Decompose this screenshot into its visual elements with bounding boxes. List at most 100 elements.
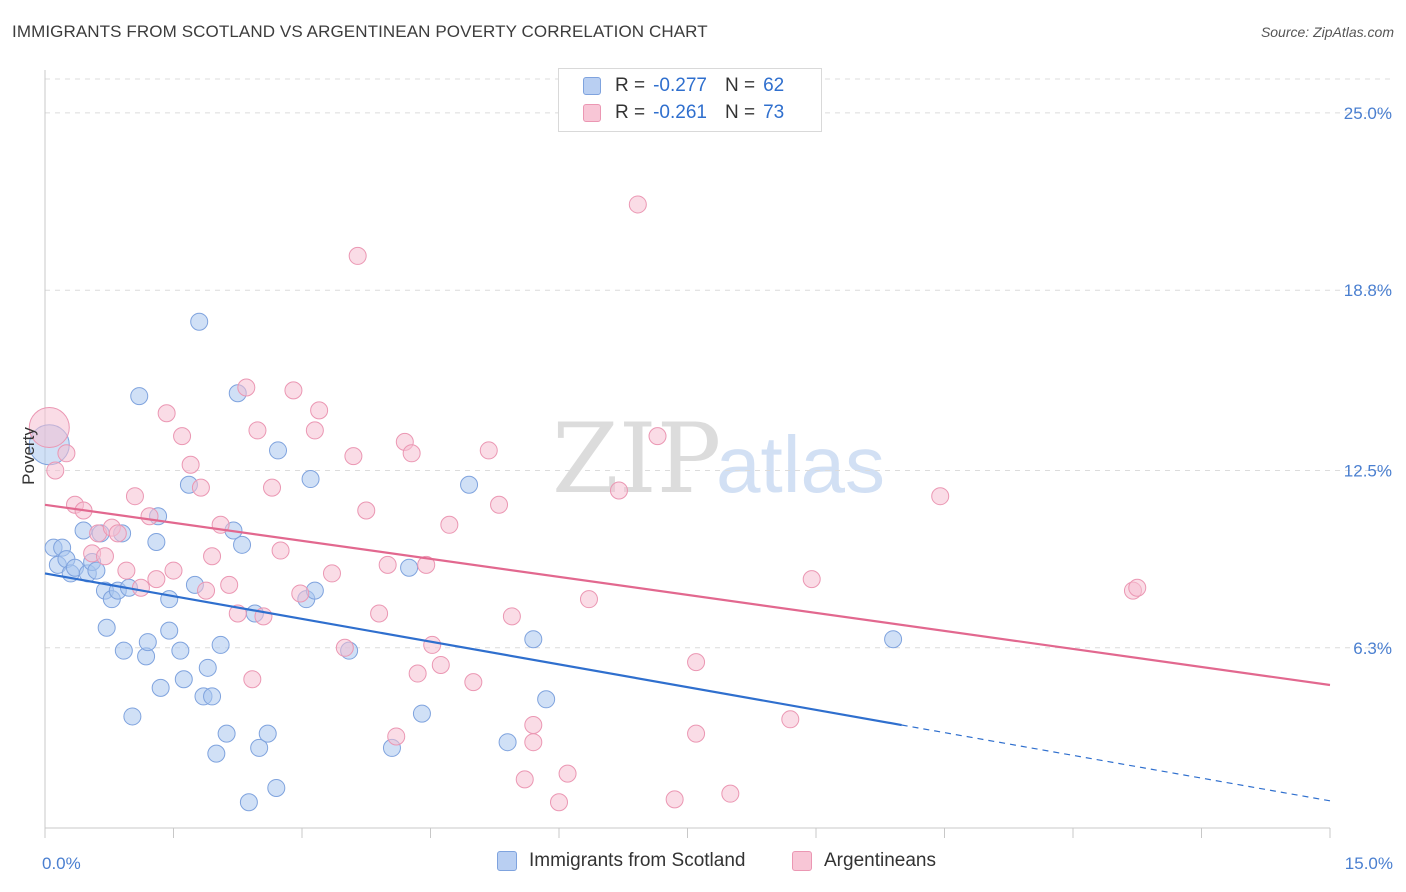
scotland-point [190, 312, 209, 331]
n-label: N = [724, 102, 756, 123]
scotland-point [211, 635, 230, 654]
scotland-point [130, 387, 149, 406]
r-label: R = [615, 102, 646, 123]
argentinean-point [550, 793, 568, 812]
argentinean-point [579, 590, 598, 609]
argentinean-point [147, 570, 166, 589]
scotland-point [400, 558, 419, 577]
argentinean-point [370, 604, 389, 623]
legend-item-argentineans[interactable]: Argentineans [792, 850, 936, 872]
argentinean-point [243, 670, 262, 689]
argentinean-point [781, 710, 800, 729]
argentinean-point [558, 764, 577, 783]
correlation-legend: R = -0.277 N = 62 R = -0.261 N = 73 [558, 68, 822, 132]
argentinean-point [173, 427, 192, 446]
argentinean-point [322, 564, 341, 583]
scotland-point [537, 690, 556, 709]
scotland-point [239, 793, 258, 812]
blue-swatch-icon [583, 77, 601, 95]
argentinean-point [502, 607, 521, 626]
scotland-point [138, 633, 157, 652]
x-tick-label: 15.0% [1345, 854, 1393, 873]
scotland-point [203, 687, 222, 706]
argentinean-point [387, 727, 406, 746]
argentinean-point [440, 515, 459, 534]
watermark-zip: ZIP [552, 403, 721, 515]
argentinean-point [305, 421, 324, 440]
scotland-point [207, 744, 226, 763]
scotland-point [884, 630, 903, 649]
argentinean-point [220, 575, 239, 594]
source-label: Source: ZipAtlas.com [1260, 24, 1394, 40]
scotland-point [250, 738, 269, 757]
argentinean-point [479, 441, 498, 460]
argentinean-point [197, 581, 216, 600]
n-value: 62 [763, 75, 785, 96]
tick-labels: 6.3% 12.5% 18.8% 25.0% 0.0% 15.0% [42, 104, 1393, 873]
argentinean-point [310, 401, 329, 420]
legend-row-argentineans: R = -0.261 N = 73 [583, 101, 784, 125]
argentinean-point [348, 246, 367, 265]
r-value: -0.277 [653, 75, 707, 96]
scotland-trend-extension [901, 724, 1331, 802]
series-legend: Immigrants from Scotland Argentineans [0, 850, 1406, 878]
scotland-point [267, 778, 286, 797]
legend-item-scotland[interactable]: Immigrants from Scotland [497, 850, 745, 872]
scotland-point [301, 470, 320, 489]
scotland-point [171, 641, 190, 660]
legend-label: Immigrants from Scotland [529, 850, 746, 871]
argentinean-point [687, 653, 706, 672]
argentinean-point [335, 638, 354, 657]
argentinean-point [408, 664, 427, 683]
scotland-point [151, 678, 170, 697]
scotland-point [498, 733, 517, 752]
scotland-point [97, 618, 116, 637]
scotland-trend-line [44, 572, 902, 727]
scotland-point [198, 658, 217, 677]
scotland-point [269, 441, 288, 460]
scotland-point [74, 521, 93, 540]
watermark-atlas: atlas [716, 420, 885, 509]
scotland-point [460, 475, 479, 494]
argentinean-point [357, 501, 376, 520]
scotland-point [305, 581, 324, 600]
argentinean-point [108, 524, 127, 543]
argentinean-point [237, 378, 256, 397]
scotland-point [147, 532, 166, 551]
argentinean-point [490, 495, 509, 514]
argentinean-point [291, 584, 310, 603]
argentinean-point [28, 407, 70, 449]
argentinean-point [802, 570, 821, 589]
argentinean-point [665, 790, 684, 809]
scotland-point [217, 724, 236, 743]
scotland-point [114, 641, 133, 660]
scotland-point [123, 707, 142, 726]
scotland-point [412, 704, 431, 723]
argentinean-point [125, 487, 144, 506]
argentinean-point [181, 455, 200, 474]
argentinean-point [248, 421, 267, 440]
scotland-point [174, 670, 193, 689]
argentinean-point [721, 784, 740, 803]
argentinean-point [1128, 578, 1147, 597]
argentinean-point [524, 716, 543, 735]
argentinean-point [687, 724, 706, 743]
x-tick-label: 0.0% [42, 854, 81, 873]
data-points [28, 195, 1147, 812]
n-label: N = [724, 75, 756, 96]
r-label: R = [615, 75, 646, 96]
scotland-point [258, 724, 277, 743]
argentinean-point [423, 635, 442, 654]
chart-title: IMMIGRANTS FROM SCOTLAND VS ARGENTINEAN … [12, 22, 708, 41]
argentinean-point [628, 195, 647, 214]
scotland-point [160, 621, 179, 640]
argentinean-point [648, 427, 667, 446]
y-tick-label: 6.3% [1353, 639, 1392, 658]
argentinean-point [402, 444, 421, 463]
argentinean-point [524, 733, 543, 752]
argentinean-point [515, 770, 534, 789]
argentinean-point [609, 481, 628, 500]
pink-swatch-icon [583, 104, 601, 122]
argentinean-point [140, 507, 159, 526]
scotland-point [233, 535, 252, 554]
